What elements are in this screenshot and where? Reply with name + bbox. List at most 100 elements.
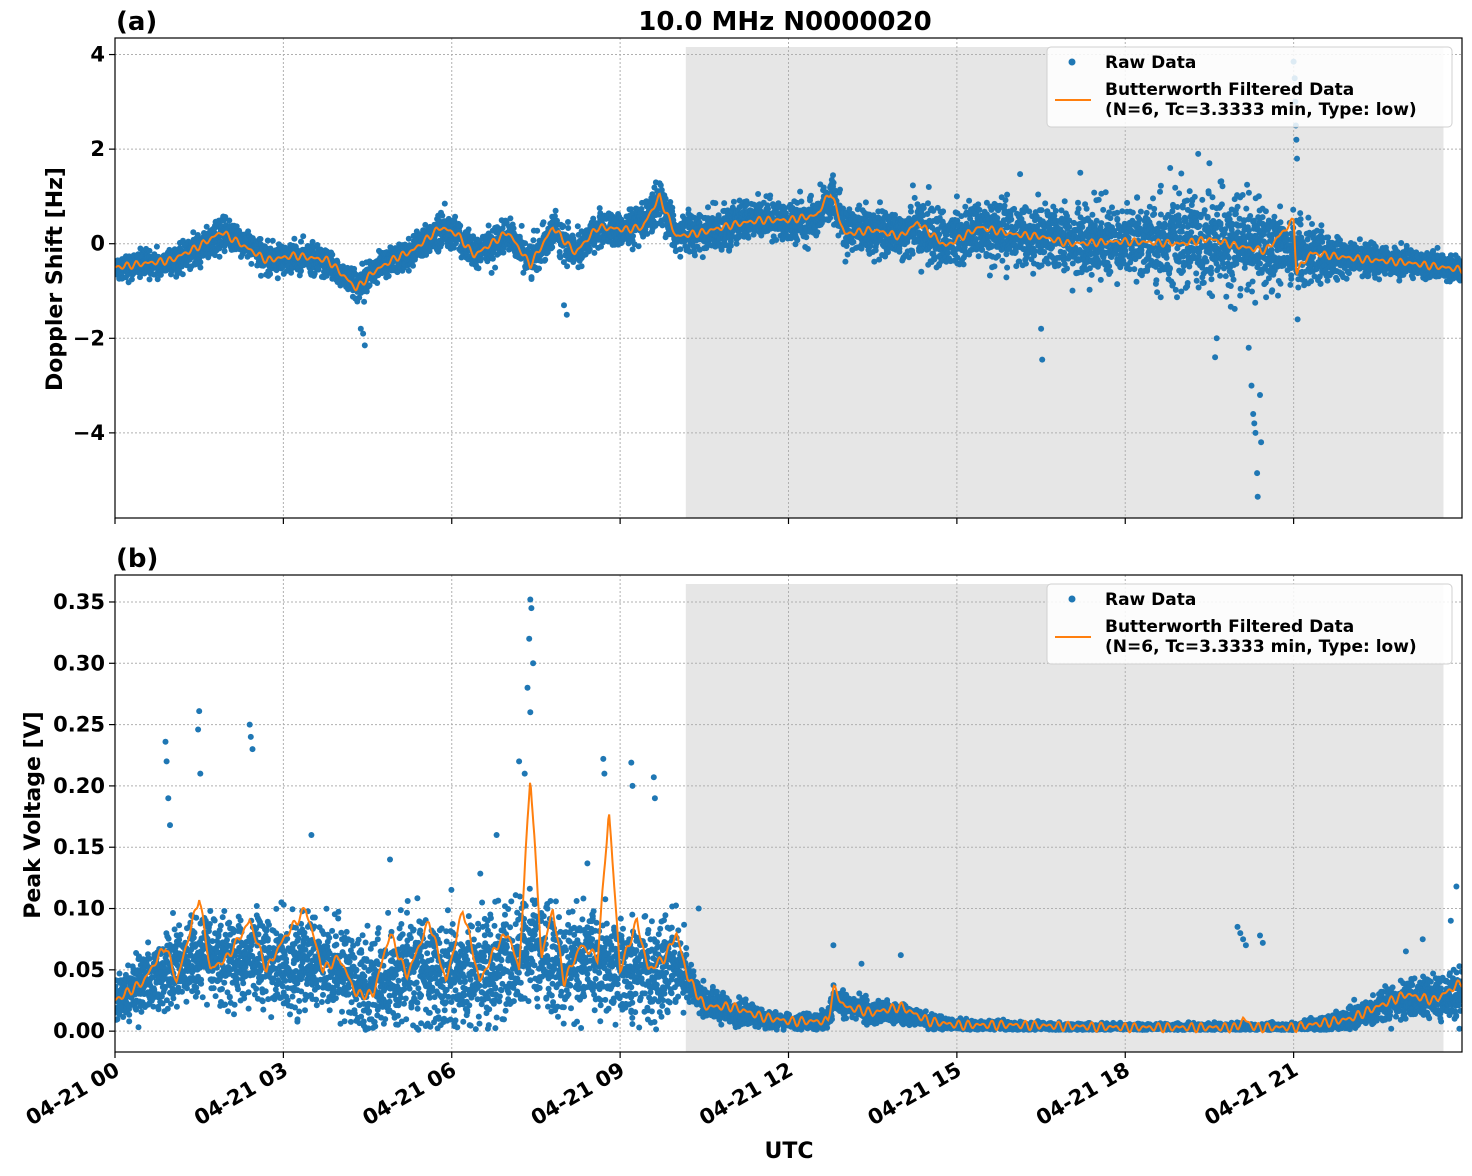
raw-data-point <box>1045 261 1051 267</box>
raw-data-point <box>374 280 380 286</box>
raw-data-point <box>728 243 734 249</box>
raw-data-point <box>636 243 642 249</box>
raw-data-point <box>270 238 276 244</box>
raw-data-point <box>530 237 536 243</box>
raw-data-point <box>579 263 585 269</box>
raw-data-point <box>1124 200 1130 206</box>
raw-data-point <box>831 180 837 186</box>
raw-data-point <box>1106 263 1112 269</box>
raw-data-point <box>1061 250 1067 256</box>
raw-data-point <box>976 253 982 259</box>
raw-data-point <box>910 251 916 257</box>
raw-data-point <box>962 204 968 210</box>
raw-data-point <box>721 200 727 206</box>
raw-data-point <box>197 259 203 265</box>
raw-data-point <box>1100 207 1106 213</box>
raw-data-point <box>275 275 281 281</box>
raw-data-point <box>1098 277 1104 283</box>
raw-data-point <box>745 235 751 241</box>
raw-data-point <box>410 263 416 269</box>
raw-data-point <box>1087 287 1093 293</box>
raw-data-point <box>863 199 869 205</box>
raw-data-point <box>549 244 555 250</box>
raw-data-point <box>808 193 814 199</box>
raw-data-point <box>1023 261 1029 267</box>
raw-data-point <box>1004 192 1010 198</box>
raw-data-point <box>519 223 525 229</box>
raw-data-point <box>507 215 513 221</box>
raw-data-point <box>291 236 297 242</box>
raw-data-point <box>442 201 448 207</box>
raw-data-point <box>553 208 559 214</box>
raw-data-point <box>837 187 843 193</box>
raw-data-point <box>677 254 683 260</box>
raw-data-point <box>1003 274 1009 280</box>
raw-data-point <box>565 225 571 231</box>
raw-data-point <box>999 258 1005 264</box>
raw-data-point <box>961 261 967 267</box>
raw-data-point <box>591 250 597 256</box>
raw-data-point <box>222 248 228 254</box>
raw-data-point <box>712 200 718 206</box>
raw-data-point <box>329 252 335 258</box>
raw-data-point <box>439 213 445 219</box>
raw-data-point <box>300 233 306 239</box>
raw-data-point <box>896 249 902 255</box>
raw-data-point <box>1114 217 1120 223</box>
raw-data-point <box>147 276 153 282</box>
raw-data-point <box>630 233 636 239</box>
raw-data-point <box>1106 209 1112 215</box>
raw-data-point <box>258 273 264 279</box>
y-axis-label-a: Doppler Shift [Hz] <box>43 167 68 391</box>
raw-data-point <box>1075 200 1081 206</box>
figure-title: 10.0 MHz N0000020 <box>638 7 931 37</box>
raw-data-point <box>910 182 916 188</box>
raw-data-point <box>987 273 993 279</box>
raw-data-point <box>1003 197 1009 203</box>
raw-data-point <box>248 261 254 267</box>
raw-data-point <box>798 199 804 205</box>
raw-data-point <box>1079 224 1085 230</box>
raw-data-point <box>830 172 836 178</box>
raw-data-point <box>536 266 542 272</box>
raw-data-point <box>755 191 761 197</box>
raw-data-point <box>630 246 636 252</box>
raw-data-point <box>797 189 803 195</box>
raw-data-point <box>908 209 914 215</box>
raw-data-point <box>1039 207 1045 213</box>
raw-data-point <box>180 271 186 277</box>
raw-data-point <box>966 198 972 204</box>
raw-data-point <box>575 223 581 229</box>
raw-data-point <box>845 252 851 258</box>
raw-data-point <box>361 299 367 305</box>
raw-data-point <box>977 207 983 213</box>
raw-data-point <box>1017 171 1023 177</box>
raw-data-point <box>457 223 463 229</box>
raw-data-point <box>1004 265 1010 271</box>
raw-data-point <box>734 241 740 247</box>
raw-data-point <box>1109 204 1115 210</box>
raw-data-point <box>773 237 779 243</box>
raw-data-point <box>794 237 800 243</box>
raw-data-point <box>1070 288 1076 294</box>
raw-data-point <box>921 205 927 211</box>
raw-data-point <box>1064 266 1070 272</box>
raw-data-point <box>386 273 392 279</box>
raw-data-point <box>147 248 153 254</box>
raw-data-point <box>1035 192 1041 198</box>
raw-data-point <box>994 215 1000 221</box>
raw-data-point <box>478 256 484 262</box>
raw-data-point <box>995 253 1001 259</box>
raw-data-point <box>406 268 412 274</box>
raw-data-point <box>476 265 482 271</box>
raw-data-point <box>529 274 535 280</box>
raw-data-point <box>1056 262 1062 268</box>
raw-data-point <box>700 254 706 260</box>
raw-data-point <box>226 218 232 224</box>
raw-data-point <box>873 247 879 253</box>
raw-data-point <box>1122 248 1128 254</box>
raw-data-point <box>1103 189 1109 195</box>
raw-data-point <box>452 214 458 220</box>
raw-data-point <box>258 236 264 242</box>
